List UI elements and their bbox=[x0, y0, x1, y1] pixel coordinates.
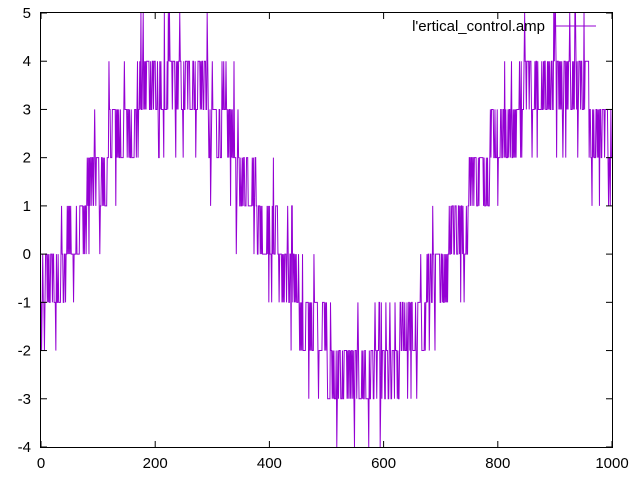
x-tick-label: 600 bbox=[371, 455, 396, 472]
x-tick-label: 800 bbox=[485, 455, 510, 472]
x-tick-label: 200 bbox=[143, 455, 168, 472]
x-tick-label: 0 bbox=[37, 455, 45, 472]
y-tick-label: -1 bbox=[18, 294, 31, 311]
y-tick-label: -3 bbox=[18, 391, 31, 408]
y-tick-label: 3 bbox=[23, 101, 31, 118]
series-line-vertical-control-amp bbox=[40, 12, 612, 448]
y-tick-label: 2 bbox=[23, 150, 31, 167]
legend: l'ertical_control.amp bbox=[412, 18, 596, 35]
x-axis: 0 200 400 600 800 1000 bbox=[37, 13, 629, 472]
y-tick-label: 5 bbox=[23, 5, 31, 22]
y-tick-label: 1 bbox=[23, 198, 31, 215]
y-tick-label: 4 bbox=[23, 53, 31, 70]
x-tick-label: 1000 bbox=[595, 455, 628, 472]
series-line bbox=[40, 12, 612, 448]
plot-frame bbox=[40, 12, 613, 448]
y-tick-label: -4 bbox=[18, 439, 31, 456]
x-tick-label: 400 bbox=[257, 455, 282, 472]
legend-label: l'ertical_control.amp bbox=[412, 18, 545, 35]
y-tick-label: 0 bbox=[23, 246, 31, 263]
y-axis: -4 -3 -2 -1 0 1 2 3 4 5 bbox=[18, 5, 612, 456]
y-tick-label: -2 bbox=[18, 343, 31, 360]
